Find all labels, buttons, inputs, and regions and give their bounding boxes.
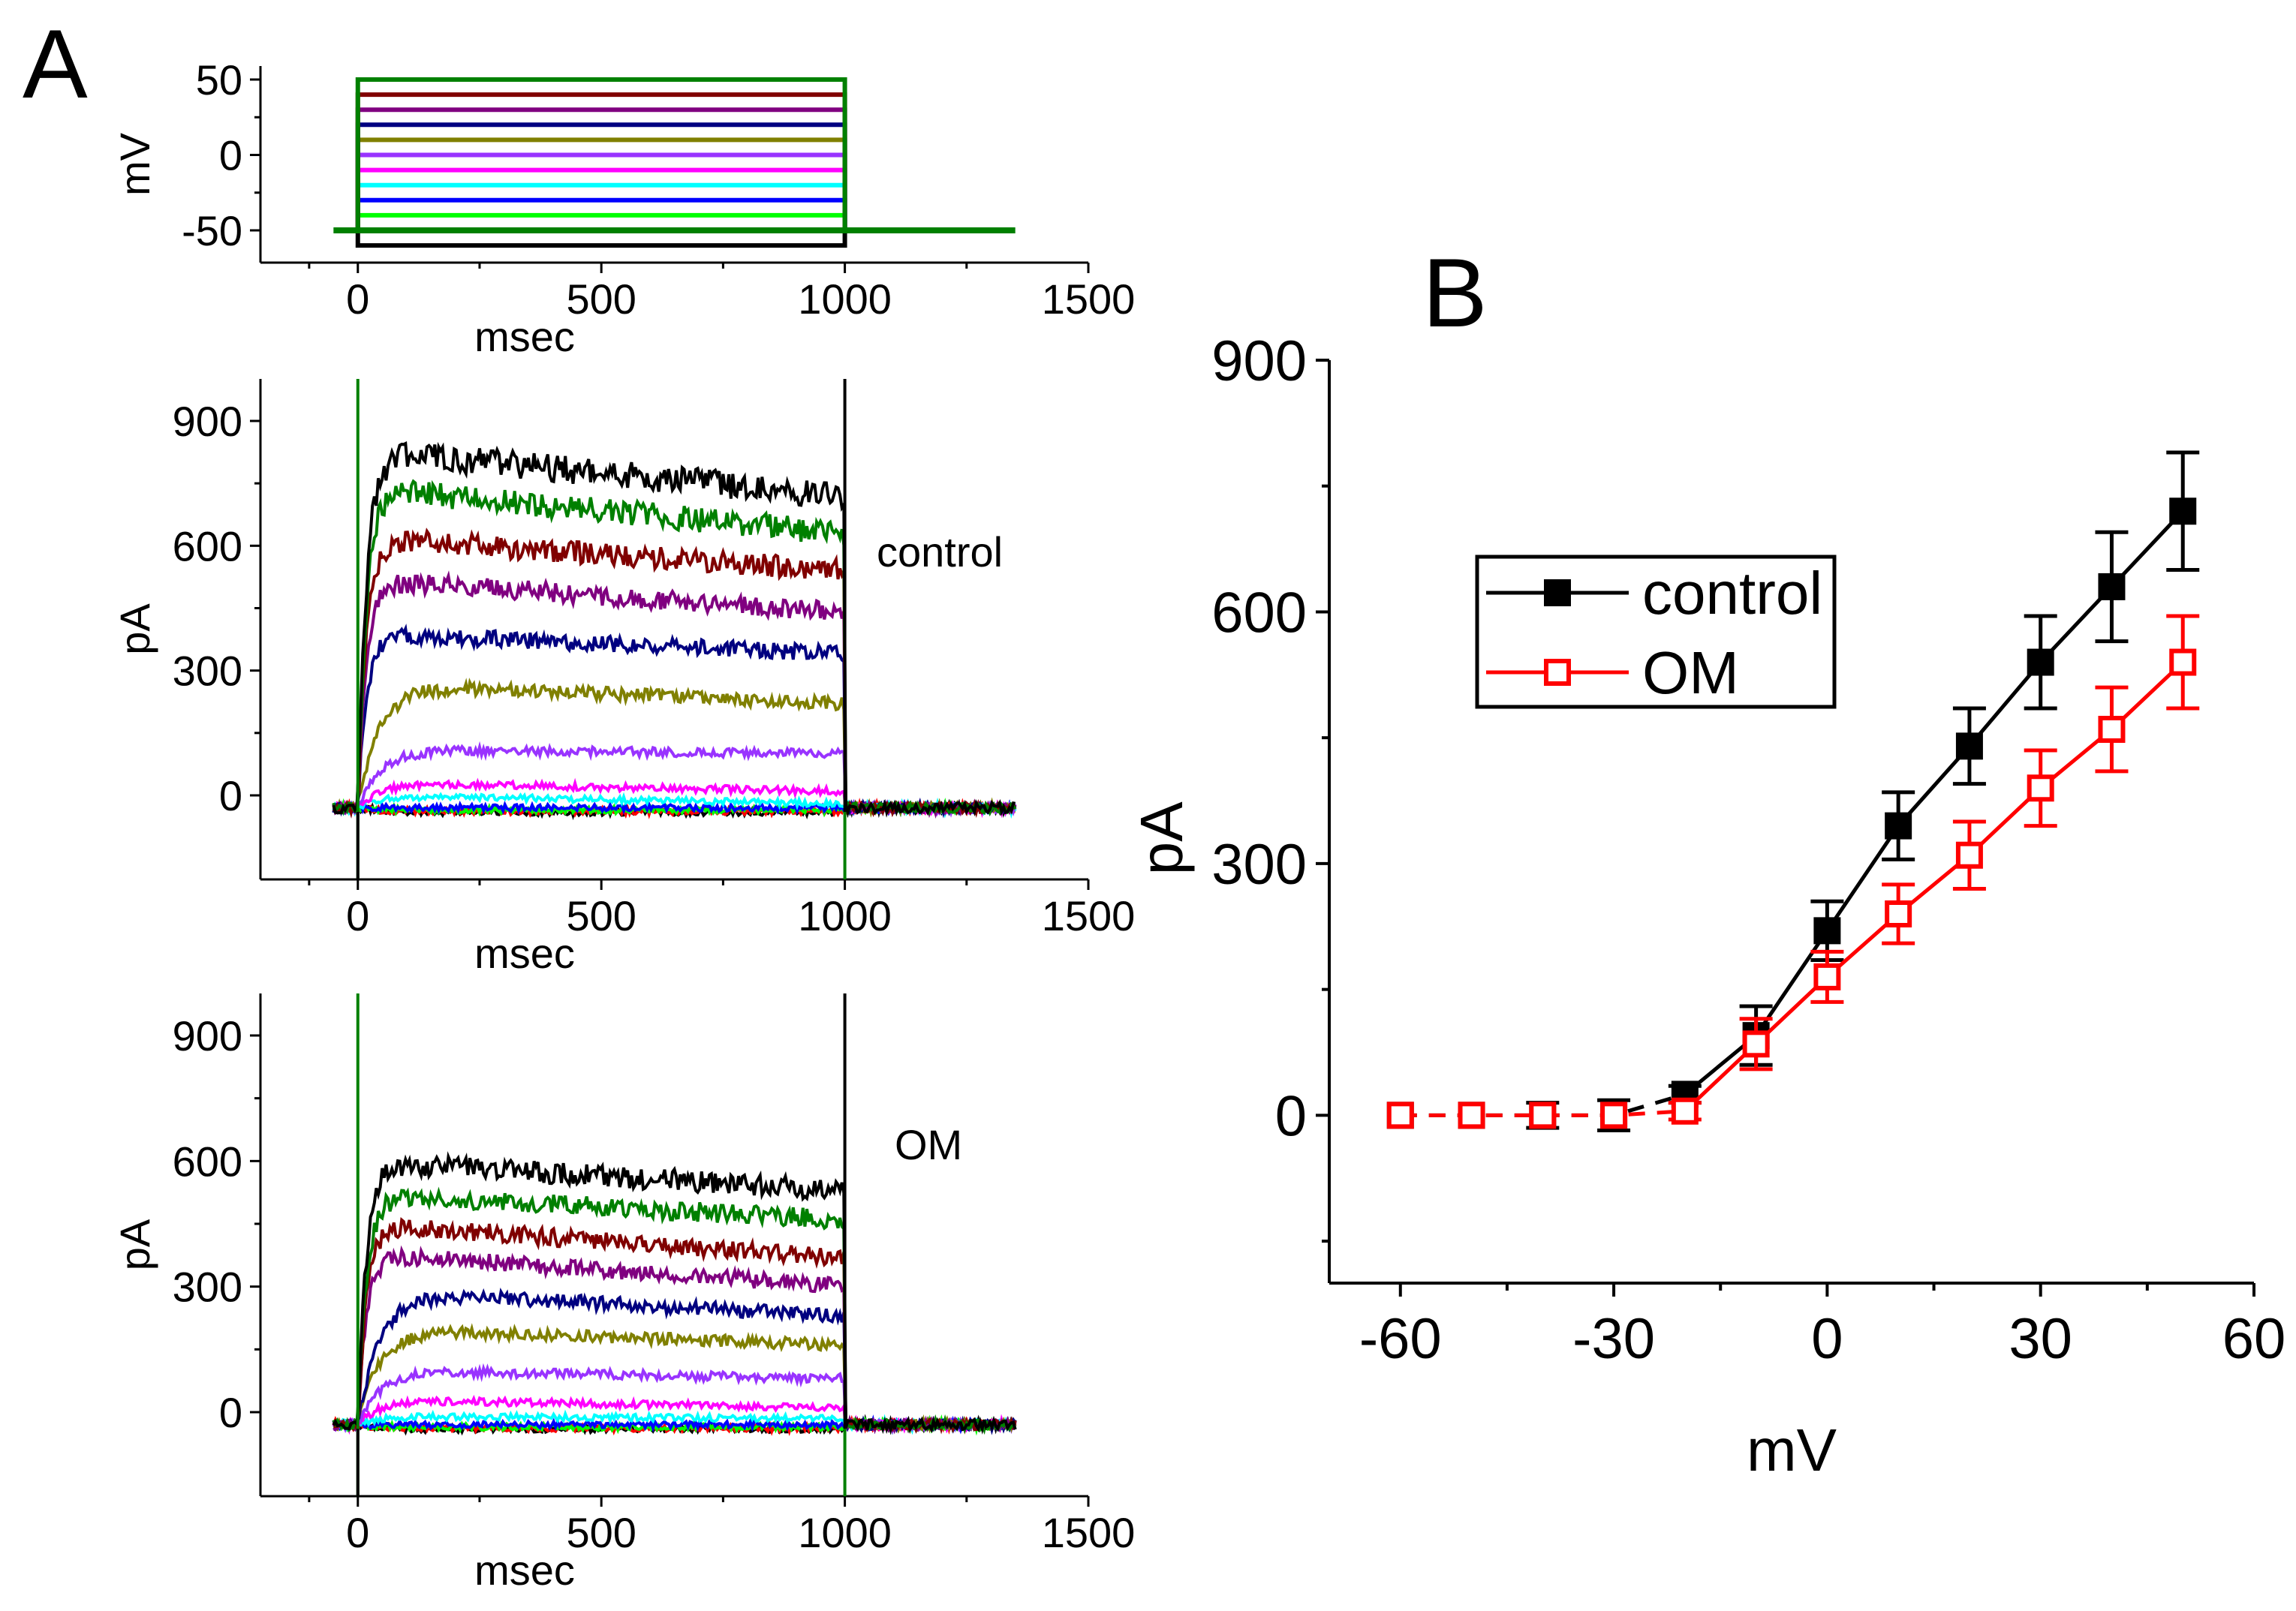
data-point — [1386, 1102, 1414, 1129]
x-tick-label: 1500 — [1042, 275, 1136, 323]
data-point — [1813, 917, 1841, 945]
current-trace — [332, 1186, 1017, 1435]
protocol-chart: 0 500 1000 1500 -50 0 50 msec mV — [111, 56, 1135, 360]
x-tick-label: 1500 — [1042, 892, 1136, 939]
data-point — [2027, 774, 2054, 802]
y-tick-label: 0 — [219, 1389, 242, 1436]
y-tick-label: 600 — [1211, 581, 1307, 645]
data-point — [1742, 1030, 1770, 1058]
step-trace — [355, 77, 847, 230]
y-tick-label: 300 — [173, 1264, 242, 1311]
x-tick-label: 1000 — [798, 892, 892, 939]
x-axis-label: msec — [474, 930, 575, 977]
series-line-dashed — [1400, 1093, 1686, 1117]
x-tick-label: 500 — [566, 275, 636, 323]
y-tick-label: 600 — [173, 522, 242, 570]
x-tick-label: 500 — [566, 892, 636, 939]
legend-marker — [1544, 659, 1571, 686]
y-tick-label: 300 — [173, 648, 242, 695]
current-trace — [332, 479, 1017, 817]
x-tick-label: 1500 — [1042, 1509, 1136, 1556]
data-point — [1885, 900, 1912, 927]
x-tick-label: -30 — [1572, 1307, 1655, 1371]
y-tick-label: 900 — [173, 398, 242, 445]
data-point — [2027, 648, 2054, 676]
y-tick-label: 900 — [173, 1012, 242, 1059]
trace-annotation: control — [877, 528, 1003, 576]
x-tick-label: 0 — [346, 892, 369, 939]
legend: control OM — [1475, 555, 1837, 709]
y-axis-label: mV — [111, 132, 158, 196]
data-point — [1885, 812, 1912, 840]
data-point — [2169, 648, 2197, 676]
data-point — [1529, 1102, 1557, 1129]
y-tick-label: 900 — [1211, 329, 1307, 393]
step-trace — [355, 92, 847, 230]
current-trace — [332, 441, 1016, 819]
x-axis-label: mV — [1747, 1417, 1837, 1483]
x-tick-label: -60 — [1359, 1307, 1442, 1371]
step-trace — [355, 230, 847, 248]
trace-annotation: OM — [895, 1121, 962, 1168]
x-tick-label: 30 — [2009, 1307, 2072, 1371]
x-tick-label: 0 — [346, 1509, 369, 1556]
legend-box — [1475, 555, 1837, 709]
data-point — [1813, 963, 1841, 990]
y-tick-label: 300 — [1211, 833, 1307, 897]
x-tick-label: 0 — [346, 275, 369, 323]
x-tick-label: 1000 — [798, 275, 892, 323]
data-point — [2169, 497, 2197, 525]
step-trace — [355, 182, 847, 230]
series-line-dashed — [1400, 1109, 1685, 1117]
data-point — [2098, 573, 2126, 600]
data-point — [2098, 716, 2126, 743]
data-point — [1600, 1102, 1628, 1129]
y-axis-label: pA — [1128, 801, 1195, 875]
data-point — [1671, 1097, 1699, 1125]
y-tick-label: 600 — [173, 1138, 242, 1185]
y-tick-label: -50 — [182, 207, 242, 254]
x-tick-label: 1000 — [798, 1509, 892, 1556]
legend-label: OM — [1642, 639, 1739, 706]
x-axis-label: msec — [474, 313, 575, 360]
y-tick-label: 0 — [219, 132, 242, 179]
panel-label-b: B — [1422, 238, 1488, 347]
current-trace — [332, 1151, 1017, 1435]
x-tick-label: 500 — [566, 1509, 636, 1556]
legend-marker — [1544, 579, 1571, 606]
x-tick-label: 60 — [2222, 1307, 2286, 1371]
step-trace — [355, 152, 847, 230]
y-axis-label: pA — [111, 603, 158, 655]
y-tick-label: 0 — [219, 772, 242, 819]
legend-label: control — [1642, 560, 1822, 627]
y-tick-label: 0 — [1275, 1084, 1307, 1148]
data-point — [1955, 732, 1983, 760]
data-point — [1955, 841, 1983, 869]
y-tick-label: 50 — [196, 56, 242, 104]
om-traces-chart: 0 500 1000 1500 0 300 600 900 msec pA OM — [111, 993, 1135, 1594]
x-tick-label: 0 — [1811, 1307, 1843, 1371]
control-traces-chart: 0 500 1000 1500 0 300 600 900 msec pA control — [111, 379, 1135, 977]
panel-label-a: A — [23, 9, 88, 119]
data-point — [1458, 1102, 1485, 1129]
current-trace — [332, 1288, 1017, 1435]
y-axis-label: pA — [111, 1219, 158, 1270]
x-axis-label: msec — [474, 1546, 575, 1594]
